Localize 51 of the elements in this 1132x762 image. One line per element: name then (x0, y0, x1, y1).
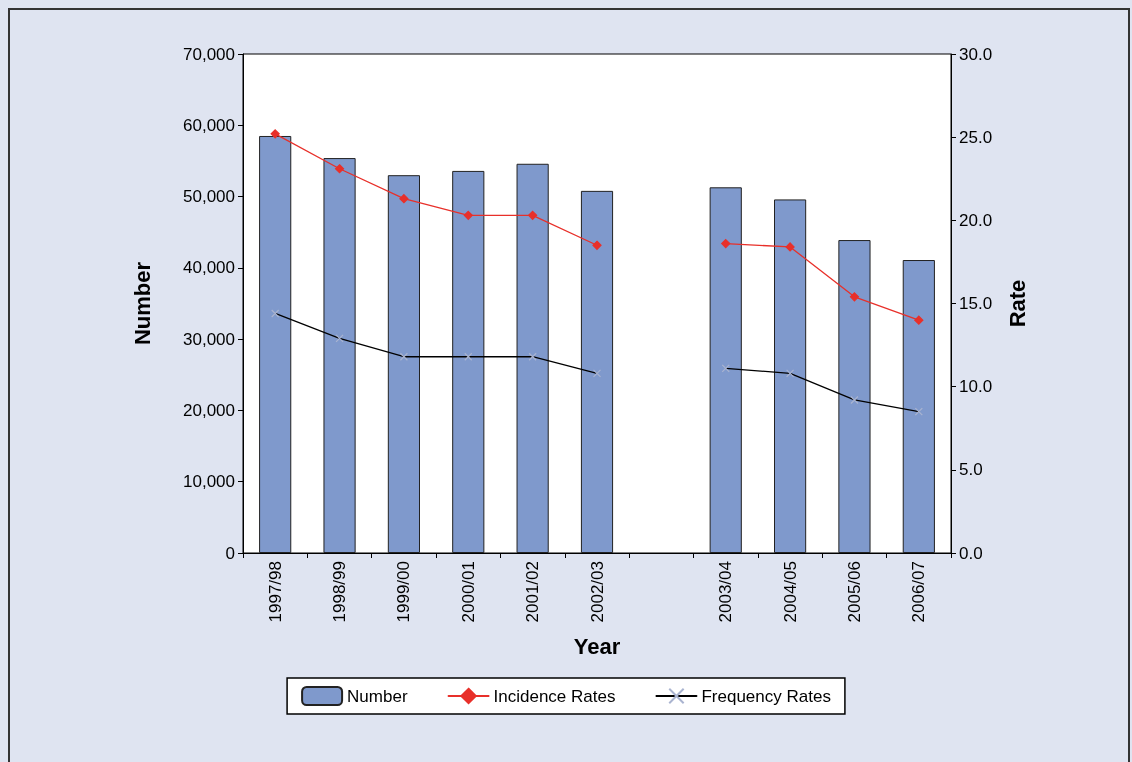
bar (838, 240, 871, 553)
y2-tick-label: 25.0 (959, 127, 993, 147)
y2-tick-label: 30.0 (959, 44, 993, 64)
x-tick-label: 1998/99 (330, 561, 350, 623)
x-tick-label: 2004/05 (780, 561, 800, 623)
point (399, 194, 409, 204)
x-axis-title: Year (573, 633, 621, 659)
y-tick-label: 70,000 (183, 44, 235, 64)
x-tick-label: 2001/02 (523, 561, 543, 623)
y2-tick-label: 15.0 (959, 294, 993, 313)
y2-axis-title: Rate (1004, 279, 1030, 328)
x-tick-label: 2003/04 (716, 561, 736, 623)
y-tick-label: 10,000 (183, 472, 235, 492)
y-tick-label: 40,000 (183, 258, 235, 278)
y2-tick-label: 0.0 (959, 543, 983, 563)
point (914, 315, 924, 325)
bar (516, 163, 549, 553)
bar (774, 199, 807, 553)
y-tick-label: 30,000 (183, 329, 235, 349)
x-tick-label: 2006/07 (909, 561, 929, 623)
bar (323, 158, 356, 553)
y-tick-label: 50,000 (183, 187, 235, 207)
point (463, 210, 473, 220)
point (270, 129, 280, 139)
bar (709, 187, 742, 553)
bar (387, 175, 420, 553)
legend-label: Number (347, 686, 408, 706)
x-tick-label: 1999/00 (394, 561, 414, 623)
point (528, 210, 538, 220)
y-tick-label: 60,000 (183, 115, 235, 135)
point (592, 240, 602, 250)
y2-tick-label: 10.0 (959, 377, 993, 397)
bar (580, 190, 614, 553)
y2-tick-label: 5.0 (959, 460, 983, 480)
x-tick-label: 1997/98 (265, 561, 285, 623)
y2-tick-label: 20.0 (959, 210, 993, 230)
bar (902, 260, 935, 553)
point (849, 292, 860, 302)
y-tick-label: 0 (225, 543, 235, 563)
legend-label: Incidence Rates (493, 686, 616, 706)
point (721, 239, 731, 249)
y-tick-label: 20,000 (183, 400, 235, 420)
x-tick-label: 2005/06 (844, 561, 864, 623)
bar (452, 170, 485, 553)
y-axis-title: Number (129, 261, 155, 346)
x-tick-label: 2000/01 (458, 561, 478, 623)
point (785, 242, 795, 252)
point (334, 164, 345, 174)
x-tick-label: 2002/03 (587, 561, 607, 623)
bar (259, 135, 292, 553)
legend-label: Frequency Rates (701, 686, 831, 706)
